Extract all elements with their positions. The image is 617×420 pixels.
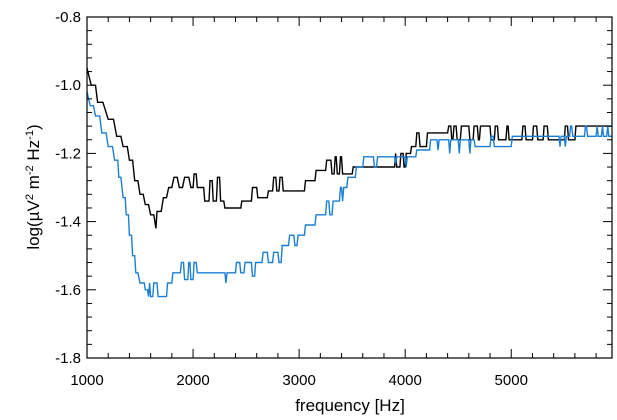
y-axis-title-part: 2: [24, 194, 36, 200]
series-layer: [86, 67, 612, 298]
plot-frame: [86, 16, 613, 359]
y-tick-label: -1.4: [55, 214, 81, 231]
y-axis-title-part: µ: [24, 211, 43, 221]
x-tick-label: 4000: [388, 372, 421, 389]
x-tick-labels: 1000 2000 3000 4000 5000: [70, 372, 528, 389]
y-tick-labels: -1.8 -1.6 -1.4 -1.2 -1.0 -0.8: [55, 9, 81, 367]
y-axis-title-part: -1: [24, 130, 36, 140]
y-tick-label: -1.0: [55, 77, 81, 94]
y-tick-label: -1.6: [55, 282, 81, 299]
x-axis-title: frequency [Hz]: [295, 396, 405, 415]
y-axis-title-part: m: [24, 175, 43, 194]
y-tick-label: -1.2: [55, 145, 81, 162]
y-axis-title-part: ): [24, 124, 43, 130]
x-tick-label: 2000: [176, 372, 209, 389]
y-axis-title-part: log(: [24, 221, 43, 250]
y-tick-label: -0.8: [55, 9, 81, 26]
x-tick-label: 5000: [495, 372, 528, 389]
y-axis-title-part: -2: [24, 165, 36, 175]
x-tick-label: 3000: [282, 372, 315, 389]
series-line-2: [86, 91, 612, 298]
x-tick-label: 1000: [70, 372, 103, 389]
series-line-1: [86, 67, 612, 229]
y-axis-title: log(µV2 m-2 Hz-1): [24, 124, 43, 249]
y-axis-title-part: V: [24, 199, 43, 211]
y-tick-label: -1.8: [55, 350, 81, 367]
y-axis-title-part: Hz: [24, 140, 43, 166]
